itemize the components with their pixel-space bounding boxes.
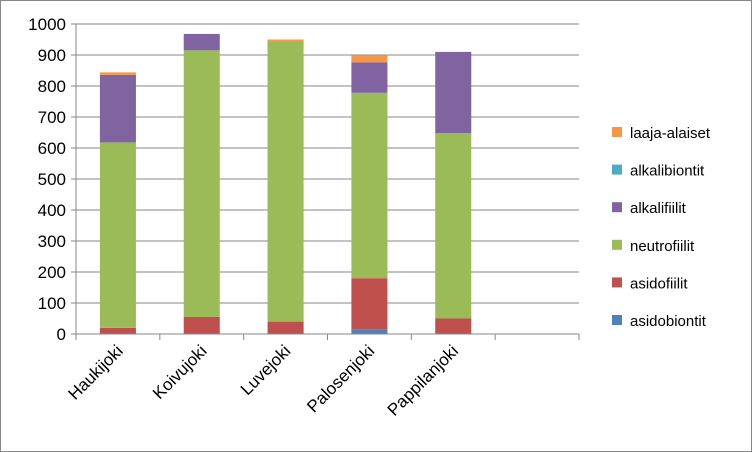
bar-segment [99,142,136,328]
gridlines [76,23,579,304]
bar-segment [351,329,388,334]
legend: laaja-alaiset alkalibiontit alkalifiilit ne… [612,125,711,330]
y-tick-label: 700 [38,108,66,127]
y-tick-label: 400 [38,201,66,220]
legend-swatch [612,127,622,137]
bar-segment [99,72,136,75]
y-tick-label: 1000 [28,15,66,34]
bar-segment [351,55,388,63]
x-tick-label: Koivujoki [149,341,211,403]
legend-swatch [612,315,622,325]
bar-segment [99,327,136,334]
legend-swatch [612,202,622,213]
bar-segment [183,50,220,317]
x-tick-label: Palosenjoki [303,341,378,416]
bar-segment [435,51,472,134]
y-tick-label: 600 [38,139,66,158]
legend-label: alkalifiilit [630,200,687,217]
bar-segment [267,321,304,334]
y-tick-label: 0 [57,325,66,344]
legend-label: asidofiilit [630,275,688,292]
legend-swatch [612,164,622,175]
legend-label: asidobiontit [630,313,707,330]
bar-segment [351,92,388,279]
x-tick-label: Luvejoki [237,341,295,399]
legend-label: alkalibiontit [630,163,705,180]
bar-segment [351,62,388,93]
y-tick-label: 200 [38,263,66,282]
bars [99,33,472,334]
x-tick-label: Haukijoki [65,341,127,403]
legend-swatch [612,239,622,250]
legend-label: neutrofiilit [630,238,695,255]
bar-segment [435,318,472,334]
bar-segment [267,41,304,322]
y-tick-label: 800 [38,77,66,96]
bar-segment [267,39,304,42]
bar-segment [435,133,472,319]
x-tick-label: Pappilanjoki [384,341,462,419]
y-tick-label: 300 [38,232,66,251]
y-tick-label: 500 [38,170,66,189]
bar-segment [99,74,136,143]
y-tick-label: 900 [38,46,66,65]
bar-segment [351,278,388,330]
bar-segment [183,33,220,51]
legend-swatch [612,277,622,288]
legend-label: laaja-alaiset [630,125,711,142]
bar-segment [183,316,220,334]
y-tick-label: 100 [38,294,66,313]
